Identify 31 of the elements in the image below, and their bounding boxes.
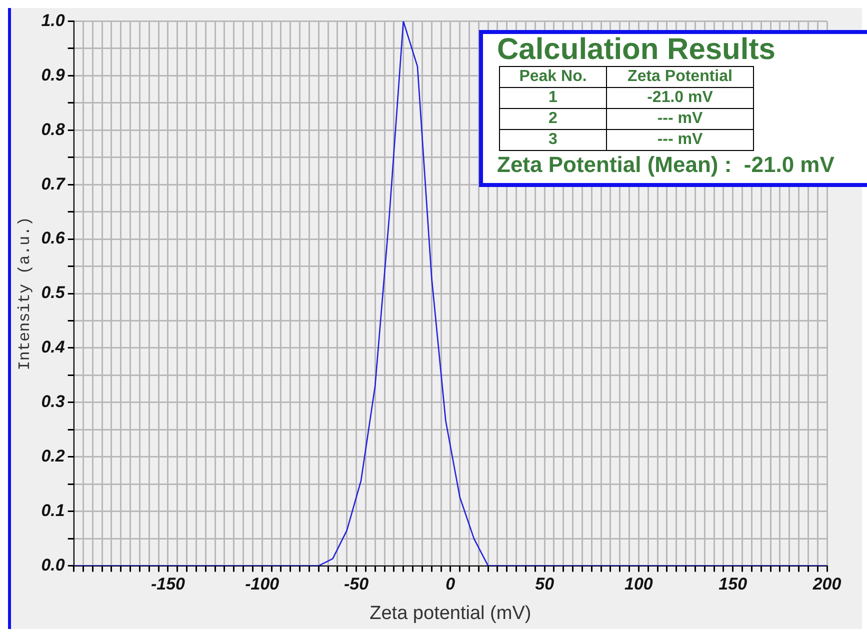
- x-tick-label: -50: [344, 574, 370, 594]
- annotation: 3: [500, 130, 606, 150]
- y-tick-label: 0.5: [41, 283, 66, 302]
- x-axis-title: Zeta potential (mV): [370, 602, 532, 624]
- annotation: Peak No.: [500, 66, 606, 88]
- x-tick-label: 100: [624, 574, 654, 594]
- y-tick-label: 0.9: [41, 65, 66, 84]
- annotation: Zeta Potential (Mean) : -21.0 mV: [497, 151, 836, 179]
- y-tick-label: 0.0: [41, 555, 66, 574]
- annotation: Zeta Potential: [606, 66, 754, 88]
- y-tick-label: 0.2: [41, 446, 66, 466]
- annotation: Calculation Results: [497, 33, 776, 66]
- x-tick-label: 150: [718, 574, 748, 594]
- y-tick-label: 0.8: [41, 120, 66, 139]
- y-tick-label: 0.4: [41, 338, 66, 357]
- y-axis-title: Intensity (a.u.): [16, 216, 34, 370]
- x-tick-label: 200: [812, 574, 842, 594]
- x-tick-label: -150: [150, 574, 186, 594]
- x-tick-label: 50: [535, 574, 555, 594]
- y-tick-label: 0.6: [41, 228, 66, 248]
- y-tick-label: 1.0: [41, 10, 66, 30]
- y-tick-label: 0.7: [41, 174, 66, 194]
- x-tick-label: -100: [245, 574, 280, 594]
- annotation: --- mV: [606, 130, 754, 150]
- annotation: --- mV: [606, 108, 754, 130]
- annotation: 1: [500, 88, 606, 108]
- y-tick-label: 0.1: [41, 501, 65, 520]
- y-tick-label: 0.3: [41, 392, 66, 412]
- x-tick-label: 0: [446, 574, 456, 594]
- annotation: -21.0 mV: [606, 88, 754, 108]
- annotation: 2: [500, 108, 606, 130]
